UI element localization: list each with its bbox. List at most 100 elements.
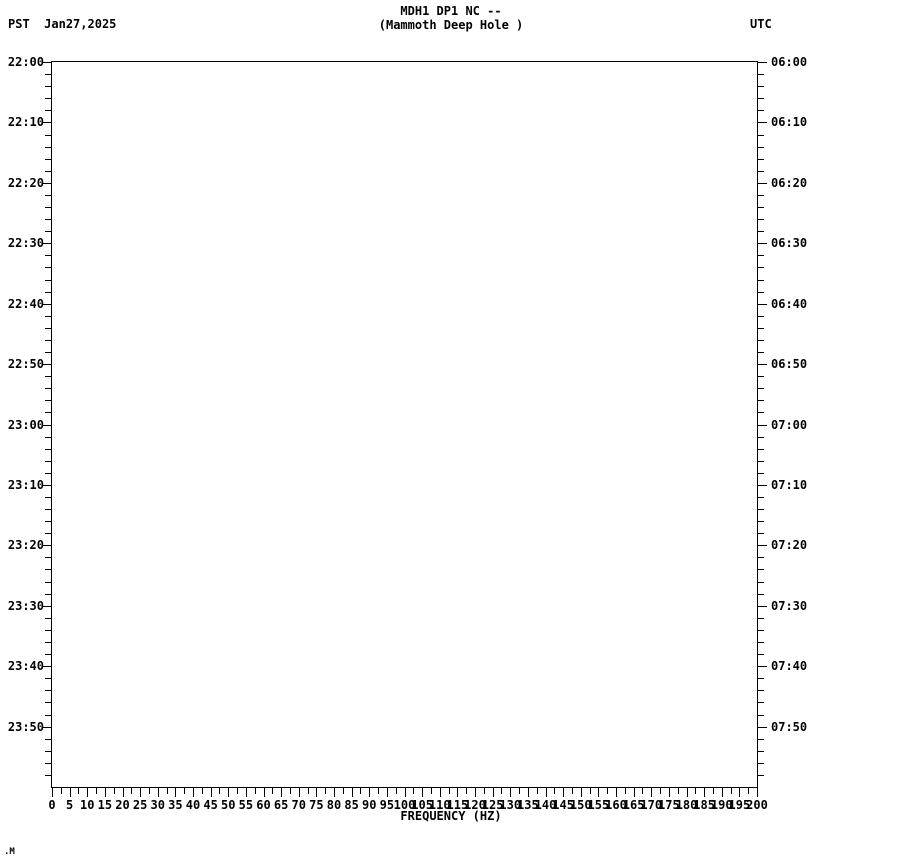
time-tick xyxy=(42,122,52,123)
frequency-minor-tick xyxy=(378,788,379,794)
frequency-tick-label: 60 xyxy=(256,798,271,812)
frequency-tick-label: 130 xyxy=(499,798,522,812)
time-minor-tick xyxy=(45,630,52,631)
frequency-tick-label: 50 xyxy=(221,798,236,812)
frequency-tick-label: 155 xyxy=(587,798,610,812)
frequency-minor-tick xyxy=(519,788,520,794)
time-minor-tick xyxy=(45,751,52,752)
time-minor-tick xyxy=(757,521,764,522)
header-timezone-pst: PST xyxy=(8,17,30,31)
frequency-minor-tick xyxy=(607,788,608,794)
frequency-tick-label: 10 xyxy=(80,798,95,812)
time-minor-tick xyxy=(45,292,52,293)
frequency-tick-label: 135 xyxy=(517,798,539,812)
time-minor-tick xyxy=(45,135,52,136)
frequency-minor-tick xyxy=(255,788,256,794)
time-tick xyxy=(42,364,52,365)
time-minor-tick xyxy=(45,569,52,570)
frequency-tick-label: 65 xyxy=(273,798,289,812)
time-minor-tick xyxy=(757,702,764,703)
time-minor-tick xyxy=(45,400,52,401)
time-minor-tick xyxy=(45,618,52,619)
time-minor-tick xyxy=(757,400,764,401)
frequency-minor-tick xyxy=(61,788,62,794)
time-minor-tick xyxy=(45,376,52,377)
frequency-tick-label: 90 xyxy=(362,798,377,812)
frequency-minor-tick xyxy=(748,788,749,794)
frequency-minor-tick xyxy=(554,788,555,794)
time-tick-label: 07:50 xyxy=(771,719,808,734)
time-minor-tick xyxy=(45,702,52,703)
frequency-minor-tick xyxy=(625,788,626,794)
time-minor-tick xyxy=(757,255,764,256)
frequency-minor-tick xyxy=(184,788,185,794)
frequency-tick xyxy=(123,788,124,797)
frequency-tick-label: 125 xyxy=(481,798,504,812)
time-minor-tick xyxy=(757,509,764,510)
time-minor-tick xyxy=(757,195,764,196)
seismogram-trace-canvas[interactable] xyxy=(820,62,880,787)
time-minor-tick xyxy=(757,569,764,570)
frequency-tick xyxy=(493,788,494,797)
frequency-tick-label: 165 xyxy=(622,798,645,812)
frequency-tick xyxy=(175,788,176,797)
frequency-tick xyxy=(722,788,723,797)
time-tick-label: 23:10 xyxy=(7,477,44,492)
header-date: Jan27,2025 xyxy=(44,17,117,31)
time-minor-tick xyxy=(45,582,52,583)
time-minor-tick xyxy=(45,86,52,87)
frequency-tick xyxy=(70,788,71,797)
frequency-tick xyxy=(687,788,688,797)
time-minor-tick xyxy=(757,690,764,691)
time-tick-label: 22:30 xyxy=(7,236,44,251)
frequency-tick xyxy=(457,788,458,797)
time-minor-tick xyxy=(45,678,52,679)
frequency-minor-tick xyxy=(713,788,714,794)
frequency-tick xyxy=(704,788,705,797)
frequency-tick-label: 180 xyxy=(675,798,698,812)
frequency-tick-label: 45 xyxy=(203,798,218,812)
time-tick-label: 06:40 xyxy=(771,296,808,311)
frequency-minor-tick xyxy=(343,788,344,794)
frequency-minor-tick xyxy=(731,788,732,794)
frequency-tick xyxy=(352,788,353,797)
frequency-tick-label: 170 xyxy=(640,798,663,812)
page-title: MDH1 DP1 NC -- xyxy=(400,4,502,18)
frequency-tick xyxy=(510,788,511,797)
frequency-tick xyxy=(581,788,582,797)
time-tick-label: 23:20 xyxy=(7,538,44,553)
time-tick-label: 06:30 xyxy=(771,236,808,251)
frequency-minor-tick xyxy=(290,788,291,794)
frequency-tick-label: 75 xyxy=(309,798,324,812)
time-minor-tick xyxy=(757,582,764,583)
frequency-tick xyxy=(158,788,159,797)
time-minor-tick xyxy=(45,255,52,256)
page-subtitle: (Mammoth Deep Hole ) xyxy=(378,18,524,32)
time-tick-label: 07:20 xyxy=(771,538,808,553)
spectrogram-canvas[interactable] xyxy=(52,62,757,787)
spectrogram-plot[interactable] xyxy=(52,62,757,787)
time-minor-tick xyxy=(45,412,52,413)
time-minor-tick xyxy=(757,135,764,136)
frequency-minor-tick xyxy=(695,788,696,794)
frequency-tick xyxy=(528,788,529,797)
time-minor-tick xyxy=(757,292,764,293)
frequency-minor-tick xyxy=(360,788,361,794)
seismogram-trace-panel[interactable] xyxy=(820,62,880,787)
time-minor-tick xyxy=(757,533,764,534)
frequency-minor-tick xyxy=(96,788,97,794)
time-tick xyxy=(42,183,52,184)
time-minor-tick xyxy=(45,654,52,655)
time-minor-tick xyxy=(45,763,52,764)
frequency-minor-tick xyxy=(466,788,467,794)
frequency-minor-tick xyxy=(131,788,132,794)
frequency-minor-tick xyxy=(572,788,573,794)
frequency-tick-label: 200 xyxy=(746,798,768,812)
frequency-tick xyxy=(140,788,141,797)
time-minor-tick xyxy=(45,533,52,534)
frequency-tick-label: 95 xyxy=(379,798,395,812)
frequency-axis-title: FREQUENCY (HZ) xyxy=(400,809,502,823)
frequency-minor-tick xyxy=(537,788,538,794)
time-minor-tick xyxy=(757,231,764,232)
time-tick xyxy=(757,183,767,184)
